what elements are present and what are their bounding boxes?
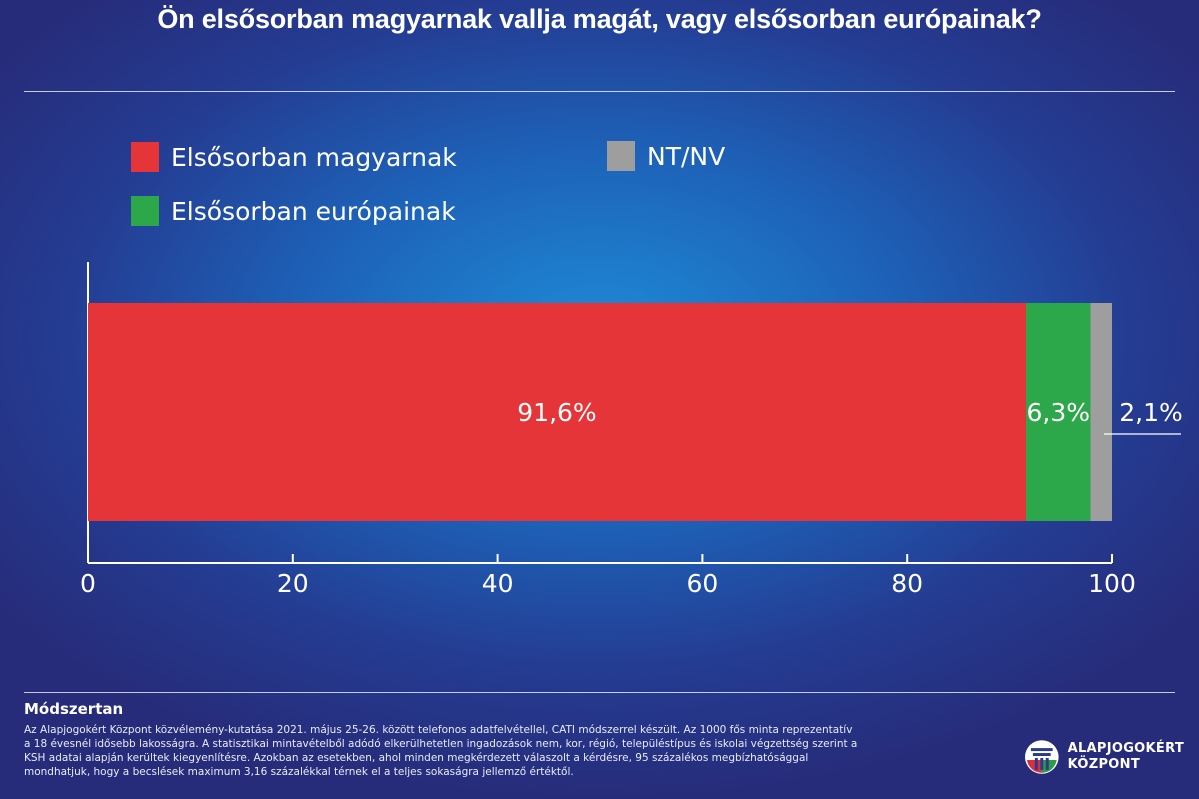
legend-swatch-europainak <box>131 196 159 226</box>
data-label-magyarnak: 91,6% <box>517 398 596 427</box>
legend-label-ntnv: NT/NV <box>647 141 726 171</box>
bar-segment-3 <box>1090 303 1112 521</box>
legend-item-europainak: Elsősorban európainak <box>131 191 456 231</box>
legend-swatch-ntnv <box>607 141 635 171</box>
methodology-divider <box>24 692 1175 693</box>
methodology-heading: Módszertan <box>24 700 124 718</box>
logo-emblem-icon <box>1024 740 1059 774</box>
chart-title: Ön elsősorban magyarnak vallja magát, va… <box>157 4 1042 34</box>
x-tick-label: 60 <box>686 569 718 598</box>
alapjogokert-kozpont-logo: ALAPJOGOKÉRT KÖZPONT <box>1024 737 1184 777</box>
legend-swatch-magyarnak <box>131 142 159 172</box>
legend-label-europainak: Elsősorban európainak <box>171 196 456 226</box>
methodology-text: Az Alapjogokért Központ közvélemény-kuta… <box>24 723 904 779</box>
x-tick-label: 100 <box>1088 569 1136 598</box>
x-tick-label: 20 <box>277 569 309 598</box>
legend-label-magyarnak: Elsősorban magyarnak <box>171 142 457 172</box>
logo-text: ALAPJOGOKÉRT KÖZPONT <box>1068 741 1184 773</box>
legend-item-magyarnak: Elsősorban magyarnak <box>131 137 457 177</box>
title-divider <box>24 91 1175 92</box>
x-tick-label: 0 <box>80 569 96 598</box>
logo-line-1: ALAPJOGOKÉRT <box>1067 741 1184 756</box>
methodology-line: mondhatjuk, hogy a becslések maximum 3,1… <box>24 766 574 778</box>
data-label-europainak: 6,3% <box>1026 398 1090 427</box>
x-tick-label: 80 <box>891 569 923 598</box>
x-tick-label: 40 <box>482 569 514 598</box>
bar-segment-1 <box>88 303 1026 521</box>
methodology-line: KSH adatai alapján kerültek kiegyenlítés… <box>24 752 809 764</box>
data-label-ntnv: 2,1% <box>1119 398 1183 427</box>
legend-item-ntnv: NT/NV <box>607 136 725 176</box>
logo-line-2: KÖZPONT <box>1067 757 1140 772</box>
methodology-line: Az Alapjogokért Központ közvélemény-kuta… <box>24 724 853 736</box>
methodology-line: a 18 évesnél idősebb lakosságra. A stati… <box>24 738 858 750</box>
bar-segment-2 <box>1025 303 1091 521</box>
